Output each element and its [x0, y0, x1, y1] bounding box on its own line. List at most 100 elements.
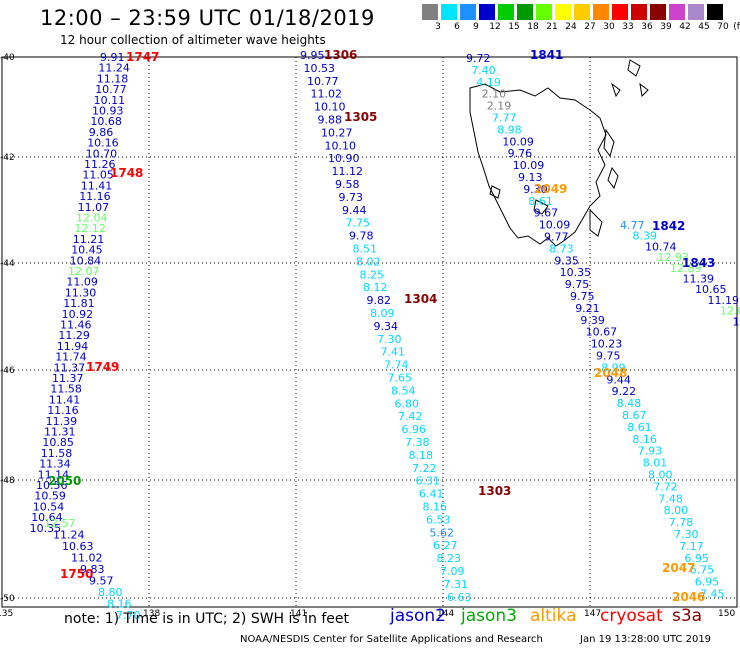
- lat-label: -40: [0, 53, 15, 63]
- wave-height-value: 11.02: [71, 552, 103, 565]
- wave-height-value: 10.59: [34, 490, 66, 503]
- lon-label: 147: [584, 609, 601, 619]
- wave-height-value: 9.82: [367, 294, 392, 307]
- wave-height-value: 6.80: [395, 397, 420, 410]
- wave-height-value: 10.45: [71, 244, 103, 257]
- wave-height-value: 8.16: [107, 598, 132, 611]
- wave-height-value: 12.07: [68, 265, 100, 278]
- wave-height-value: 8.61: [528, 195, 553, 208]
- wave-height-value: 6.96: [402, 423, 427, 436]
- wave-height-value: 8.67: [622, 409, 647, 422]
- scale-label: 6: [454, 22, 460, 32]
- wave-height-value: 12.93: [658, 251, 690, 264]
- wave-height-value: 8.16: [632, 433, 657, 446]
- wave-height-value: 11.12: [332, 165, 364, 178]
- wave-height-value: 10.27: [321, 126, 353, 139]
- lon-label: 150: [718, 609, 735, 619]
- wave-height-value: 7.45: [700, 588, 725, 601]
- wave-height-value: 11.30: [65, 286, 97, 299]
- wave-height-value: 8.73: [549, 242, 574, 255]
- map-subtitle: 12 hour collection of altimeter wave hei…: [60, 33, 326, 47]
- scale-swatch: [650, 4, 666, 20]
- wave-height-value: 11.39: [46, 415, 78, 428]
- wave-height-value: 7.65: [388, 372, 413, 385]
- wave-height-value: 8.00: [648, 469, 673, 482]
- lat-label: -42: [0, 153, 15, 163]
- wave-height-value: 8.48: [617, 397, 642, 410]
- wave-height-value: 9.67: [534, 207, 559, 220]
- longitude-labels: 135 138 141 144 147 150: [0, 609, 735, 619]
- wave-height-value: 10.23: [591, 338, 623, 351]
- wave-height-value: 10.70: [86, 147, 118, 160]
- lat-label: -44: [0, 259, 15, 269]
- wave-height-value: 10.85: [42, 436, 74, 449]
- map-frame: [1, 56, 738, 608]
- scale-label: 3: [435, 22, 441, 32]
- wave-height-value: 9.72: [466, 52, 491, 65]
- wave-height-value: 11.37: [54, 361, 86, 374]
- map-title: 12:00 – 23:59 UTC 01/18/2019: [40, 6, 375, 30]
- track-jason3: 12.5711.2410.6311.029.839.578.808.167.70…: [44, 474, 141, 622]
- wave-height-value: 10.11: [94, 94, 126, 107]
- scale-label: 33: [622, 22, 634, 32]
- wave-height-value: 9.34: [374, 320, 399, 333]
- wave-height-value: 9.91: [100, 51, 125, 64]
- wave-height-value: 9.44: [606, 373, 631, 386]
- scale-label: 21: [546, 22, 558, 32]
- wave-height-value: 12.04: [76, 212, 108, 225]
- wave-height-value: 7.09: [440, 565, 465, 578]
- wave-height-value: 12.57: [44, 517, 76, 530]
- wave-height-value: 5.62: [430, 526, 455, 539]
- wave-height-value: 9.75: [596, 350, 621, 363]
- wave-height-value: 10.09: [539, 219, 571, 232]
- wave-height-value: 7.30: [674, 528, 699, 541]
- wave-height-value: 9.76: [508, 147, 532, 160]
- wave-height-value: 7.38: [405, 436, 430, 449]
- wave-height-value: 11.29: [58, 329, 90, 342]
- wave-height-value: 10.68: [90, 115, 122, 128]
- wave-height-value: 11.14: [38, 468, 70, 481]
- wave-height-value: 10.35: [560, 266, 592, 279]
- lon-label: 144: [437, 609, 454, 619]
- wave-height-value: 7.93: [638, 445, 663, 458]
- lon-label: 135: [0, 609, 13, 619]
- wave-height-value: 8.39: [633, 230, 658, 243]
- wave-height-value: 10.93: [92, 105, 124, 118]
- wave-height-value: 11.19: [708, 294, 740, 307]
- wave-height-value: 11.26: [84, 158, 116, 171]
- wave-height-value: 10.92: [62, 308, 94, 321]
- pass-number: 1749: [86, 360, 119, 374]
- wave-height-value: 10.53: [304, 62, 336, 75]
- satellite-tracks: 9.9111.2411.1810.7710.1110.9310.689.8610…: [30, 48, 740, 622]
- wave-height-value: 7.22: [412, 462, 437, 475]
- issued-time: Jan 19 13:28:00 UTC 2019: [580, 634, 712, 645]
- scale-label: 36: [641, 22, 653, 32]
- wave-height-value: 7.72: [653, 480, 678, 493]
- wave-height-value: 8.25: [360, 268, 385, 281]
- pass-number: 1306: [324, 48, 357, 62]
- wave-height-value: 11.31: [44, 426, 76, 439]
- wave-height-value: 9.13: [518, 171, 543, 184]
- wave-height-value: 7.78: [669, 516, 694, 529]
- wave-height-value: 7.42: [398, 410, 423, 423]
- wave-height-value: 9.95: [300, 49, 325, 62]
- wave-height-value: 11.74: [55, 351, 86, 364]
- wave-height-value: 10.77: [95, 83, 127, 96]
- wave-height-value: 8.16: [423, 501, 448, 514]
- legend-cryosat: cryosat: [600, 606, 663, 626]
- wave-height-value: 8.99: [601, 361, 626, 374]
- wave-height-value: 11.09: [66, 276, 98, 289]
- wave-height-value: 8.18: [409, 449, 434, 462]
- wave-height-value: 7.70: [116, 609, 141, 622]
- wave-height-value: 9.58: [335, 178, 360, 191]
- wave-height-value: 9.75: [570, 290, 595, 303]
- scale-swatch: [460, 4, 476, 20]
- wave-height-value: 10.09: [513, 159, 545, 172]
- wave-height-value: 11.39: [683, 273, 715, 286]
- wave-height-value: 7.77: [492, 112, 517, 125]
- wave-height-value: 10.21: [733, 315, 740, 328]
- scale-swatch: [688, 4, 704, 20]
- pass-number: 2050: [48, 474, 81, 488]
- wave-height-value: 11.41: [81, 179, 113, 192]
